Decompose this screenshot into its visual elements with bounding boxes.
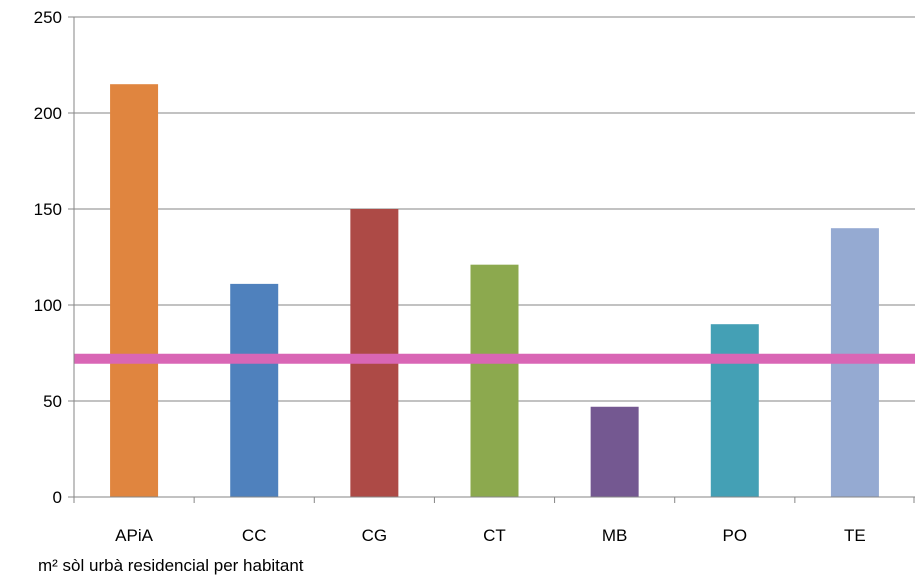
bar-ct (470, 264, 519, 497)
x-tick-label: PO (723, 526, 748, 545)
bar-cc (230, 283, 279, 497)
y-tick-label: 250 (34, 8, 62, 27)
x-tick-label: MB (602, 526, 628, 545)
y-tick-label: 100 (34, 296, 62, 315)
y-tick-label: 0 (53, 488, 62, 507)
x-tick-label: CC (242, 526, 267, 545)
gridlines (74, 16, 915, 402)
y-tick-label: 200 (34, 104, 62, 123)
bar-cg (350, 209, 399, 497)
x-axis-labels: APiA CC CG CT MB PO TE (115, 526, 866, 545)
bar-apia (110, 84, 159, 497)
x-tick-label: TE (844, 526, 866, 545)
y-tick-label: 50 (43, 392, 62, 411)
x-tick-label: CG (362, 526, 388, 545)
bars (110, 84, 879, 497)
x-axis-title: m² sòl urbà residencial per habitant (38, 556, 304, 575)
bar-mb (590, 406, 639, 497)
axes (73, 17, 915, 503)
y-axis-ticks: 0 50 100 150 200 250 (34, 8, 74, 507)
x-tick-label: APiA (115, 526, 153, 545)
y-tick-label: 150 (34, 200, 62, 219)
bar-po (710, 324, 759, 497)
x-tick-label: CT (483, 526, 506, 545)
